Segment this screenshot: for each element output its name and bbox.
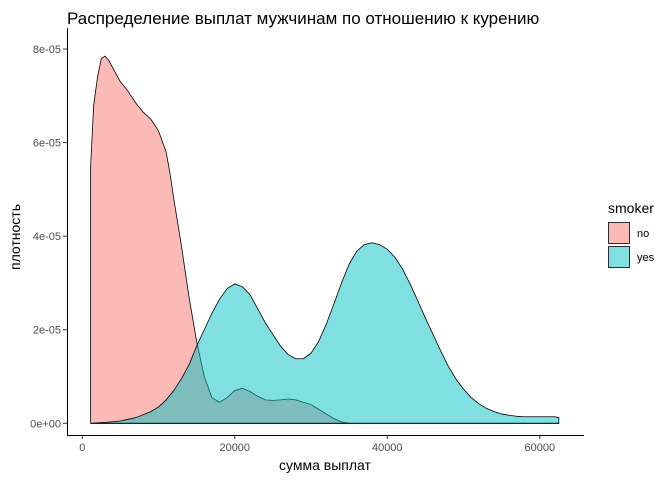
legend-swatch-yes [608,246,630,268]
y-tick-label: 8e-05 [33,44,61,56]
legend-label-yes: yes [637,252,655,264]
legend: smoker no yes [608,200,655,268]
plot-area [90,55,560,424]
x-tick-label: 20000 [219,442,250,454]
legend-title: smoker [608,200,654,216]
y-tick-label: 6e-05 [33,138,61,150]
x-tick-label: 0 [79,442,85,454]
legend-label-no: no [637,228,649,240]
legend-entries: no yes [608,222,655,268]
y-tick-label: 2e-05 [33,325,61,337]
x-tick-label: 60000 [524,442,555,454]
y-ticks: 0e+00 2e-05 4e-05 6e-05 8e-05 [30,44,67,430]
y-axis-label: плотность [7,204,23,270]
x-tick-label: 40000 [372,442,403,454]
density-area-yes [90,242,560,424]
legend-swatch-no [608,222,630,244]
y-tick-label: 0e+00 [30,418,61,430]
y-tick-label: 4e-05 [33,231,61,243]
chart-title: Распределение выплат мужчинам по отношен… [67,9,539,28]
x-axis-label: сумма выплат [279,457,371,473]
axes [67,28,584,436]
x-ticks: 0 20000 40000 60000 [79,435,555,454]
